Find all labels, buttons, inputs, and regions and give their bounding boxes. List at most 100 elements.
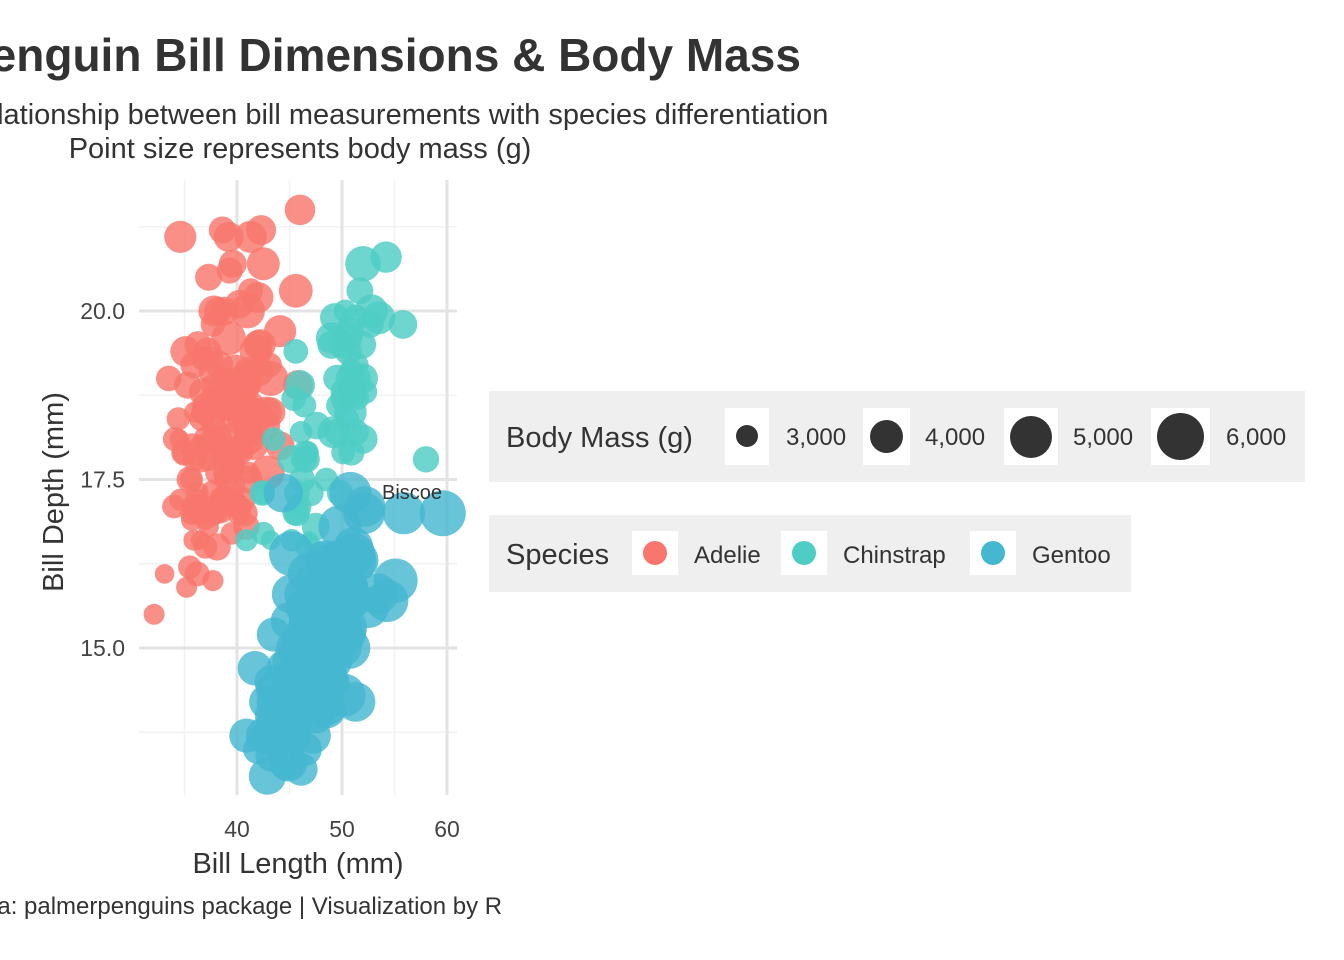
data-point <box>218 249 247 278</box>
data-point <box>166 407 190 431</box>
data-point <box>218 437 250 468</box>
data-point <box>224 290 254 319</box>
y-tick-label: 17.5 <box>80 467 125 493</box>
data-point <box>292 393 317 418</box>
data-point <box>382 492 425 535</box>
species-label-gentoo: Gentoo <box>1032 542 1111 569</box>
data-point <box>347 330 377 359</box>
data-point <box>204 350 234 380</box>
adelie-color-dot <box>643 541 667 565</box>
data-point <box>238 397 268 427</box>
y-tick-label: 15.0 <box>80 635 125 661</box>
chart-title: Penguin Bill Dimensions & Body Mass <box>0 29 801 81</box>
data-point <box>256 617 291 652</box>
data-point <box>244 329 276 361</box>
size-label-4000: 4,000 <box>925 424 986 451</box>
chart-subtitle-line-1: Relationship between bill measurements w… <box>0 99 829 131</box>
data-point <box>388 310 418 339</box>
chart-subtitle-line-2: Point size represents body mass (g) <box>68 133 532 165</box>
species-key-chinstrap <box>781 531 827 575</box>
gentoo-color-dot <box>981 541 1005 565</box>
data-point <box>284 194 316 226</box>
data-point <box>362 301 396 335</box>
size-key-dot <box>870 420 903 453</box>
size-key-4000 <box>863 408 910 465</box>
size-key-6000 <box>1151 408 1210 465</box>
data-point <box>283 339 309 364</box>
data-point <box>143 603 165 625</box>
data-point <box>179 468 202 491</box>
data-point <box>324 418 352 446</box>
x-tick-label: 60 <box>434 816 460 842</box>
biscoe-annotation: Biscoe <box>382 482 442 504</box>
size-key-dot <box>1157 413 1204 460</box>
data-point <box>162 494 186 519</box>
data-point <box>231 499 258 527</box>
data-point <box>331 440 355 465</box>
data-point <box>164 220 197 253</box>
data-point <box>246 247 280 281</box>
size-legend: Body Mass (g) 3,000 4,000 5,000 6,000 <box>489 391 1305 482</box>
data-point <box>320 303 350 333</box>
data-point <box>176 576 198 598</box>
data-point <box>276 686 309 718</box>
data-point <box>269 745 304 780</box>
species-key-adelie <box>632 531 678 575</box>
data-point <box>334 533 376 575</box>
scatter-plot: 40 50 60 15.0 17.5 20.0 Biscoe Bill Length (m… <box>38 180 466 880</box>
data-point <box>200 425 228 453</box>
data-point <box>257 352 282 378</box>
data-point <box>156 365 182 392</box>
data-point <box>345 245 381 282</box>
size-key-dot <box>736 425 758 447</box>
y-tick-label: 20.0 <box>80 298 125 324</box>
data-point <box>263 473 303 513</box>
data-point <box>285 370 315 401</box>
data-point <box>308 575 345 613</box>
data-point <box>291 446 318 473</box>
data-point <box>328 615 366 654</box>
size-key-3000 <box>725 408 769 465</box>
species-legend-title: Species <box>506 539 610 571</box>
size-legend-title: Body Mass (g) <box>506 422 693 454</box>
data-point <box>344 486 386 527</box>
data-point <box>182 447 208 472</box>
data-point <box>193 535 218 559</box>
data-point <box>213 221 244 252</box>
series-adelie <box>143 194 316 625</box>
data-point <box>261 427 286 451</box>
data-point <box>288 601 328 641</box>
data-point <box>213 389 245 421</box>
axes: 40 50 60 15.0 17.5 20.0 <box>80 298 460 842</box>
data-point <box>189 406 214 431</box>
data-point <box>200 312 226 337</box>
data-point <box>412 446 440 473</box>
data-point <box>181 493 209 520</box>
species-label-chinstrap: Chinstrap <box>843 542 946 569</box>
chart-subtitle: Relationship between bill measurements w… <box>0 98 829 166</box>
chinstrap-color-dot <box>792 541 816 565</box>
x-tick-label: 50 <box>329 816 355 842</box>
data-point <box>302 647 344 689</box>
series-gentoo <box>229 471 466 795</box>
data-points <box>143 194 466 795</box>
size-label-6000: 6,000 <box>1226 424 1287 451</box>
species-legend: Species Adelie Chinstrap Gentoo <box>489 515 1131 592</box>
chart-caption: Data: palmerpenguins package | Visualiza… <box>0 893 503 920</box>
data-point <box>234 220 267 253</box>
data-point <box>335 682 376 722</box>
size-key-dot <box>1010 416 1052 458</box>
data-point <box>294 717 331 754</box>
data-point <box>202 570 224 592</box>
data-point <box>195 263 223 291</box>
y-axis-label: Bill Depth (mm) <box>38 392 70 592</box>
data-point <box>154 564 175 584</box>
data-point <box>278 273 313 308</box>
data-point <box>251 521 275 546</box>
data-point <box>303 411 331 440</box>
species-key-gentoo <box>970 531 1016 575</box>
x-tick-label: 40 <box>224 816 250 842</box>
size-label-3000: 3,000 <box>786 424 847 451</box>
data-point <box>373 558 418 603</box>
data-point <box>205 460 230 485</box>
